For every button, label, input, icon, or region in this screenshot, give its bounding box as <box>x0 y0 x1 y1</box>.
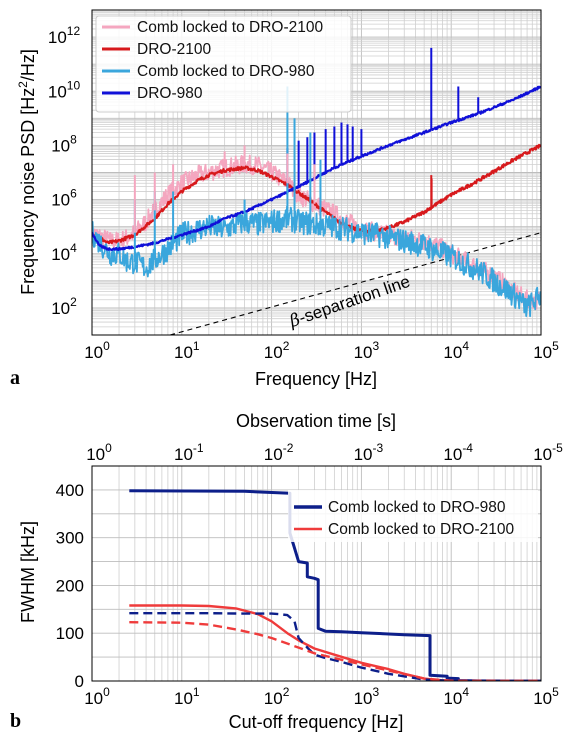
x-axis-label-a: Frequency [Hz] <box>255 369 377 389</box>
top-x-tick-label-b: 10-3 <box>354 441 384 464</box>
x-tick-label-a: 103 <box>354 339 380 362</box>
series-line-b-3 <box>129 621 541 681</box>
y-tick-labels-a: 102 104 106 108 1010 1012 <box>48 24 81 318</box>
y-tick-label-b: 100 <box>56 624 84 643</box>
top-x-tick-label-b: 10-2 <box>264 441 294 464</box>
y-tick-labels-b: 0 100 200 300 400 <box>56 481 84 691</box>
y-tick-label-a: 108 <box>51 132 77 155</box>
x-tick-label-a: 102 <box>264 339 290 362</box>
plot-frame-b <box>91 465 542 682</box>
chart-a: 100 101 102 103 104 105 10210410610810101012 … <box>10 9 559 389</box>
y-axis-label-a-sup: 2 <box>16 81 30 88</box>
series-line-b-0 <box>129 489 541 681</box>
y-tick-label-b: 300 <box>56 529 84 548</box>
y-axis-label-b: FWHM [kHz] <box>18 521 38 623</box>
series-line-comb-locked-to-dro-980 <box>92 205 541 318</box>
y-axis-label-a-main: Frequency noise PSD [Hz <box>18 88 38 295</box>
top-x-tick-label-b: 10-5 <box>533 441 563 464</box>
legend-b-label: Comb locked to DRO-980 <box>328 499 506 516</box>
panel-label-a: a <box>10 367 20 389</box>
y-tick-label-a: 1012 <box>48 24 81 47</box>
y-axis-label-a-end: /Hz] <box>18 49 38 81</box>
x-tick-label-a: 100 <box>84 339 110 362</box>
x-tick-labels-a: 100 101 102 103 104 105 <box>84 339 559 362</box>
x-tick-label-a: 104 <box>443 339 469 362</box>
top-x-tick-label-b: 10-1 <box>174 441 204 464</box>
series-line-b-1 <box>129 604 541 681</box>
x-tick-labels-b: 100 101 102 103 104 105 <box>84 685 559 708</box>
series-line-dro-980 <box>92 85 541 252</box>
y-tick-label-b: 200 <box>56 576 84 595</box>
legend-b: Comb locked to DRO-980 Comb locked to DRO… <box>288 490 538 542</box>
x-tick-label-b: 101 <box>174 685 200 708</box>
legend-a-label: Comb locked to DRO-980 <box>137 63 315 80</box>
top-x-tick-label-b: 10-4 <box>443 441 473 464</box>
x-tick-label-a: 101 <box>174 339 200 362</box>
x-tick-label-b: 100 <box>84 685 110 708</box>
x-tick-label-b: 103 <box>354 685 380 708</box>
x-tick-label-b: 102 <box>264 685 290 708</box>
legend-a-label: DRO-980 <box>137 85 203 102</box>
series-lines-b <box>129 489 541 681</box>
series-lines-a <box>92 47 541 318</box>
x-tick-label-b: 105 <box>533 685 559 708</box>
x-tick-label-a: 105 <box>533 339 559 362</box>
legend-a: Comb locked to DRO-2100 DRO-2100 Comb lock… <box>95 15 352 113</box>
top-x-axis-label-b: Observation time [s] <box>236 411 396 431</box>
top-x-tick-label-b: 100 <box>86 441 112 464</box>
legend-a-label: DRO-2100 <box>137 41 211 58</box>
y-tick-label-a: 106 <box>51 187 77 210</box>
legend-a-box <box>95 15 352 113</box>
plot-frame-a <box>91 9 542 336</box>
series-line-b-2 <box>129 612 541 681</box>
y-tick-label-a: 104 <box>51 241 77 264</box>
legend-b-box <box>288 490 538 542</box>
y-tick-label-a: 102 <box>51 295 77 318</box>
top-x-tick-labels-b: 100 10-1 10-2 10-3 10-4 10-5 <box>86 441 563 464</box>
y-tick-label-a: 1010 <box>48 78 81 101</box>
x-tick-label-b: 104 <box>443 685 469 708</box>
series-line-dro-2100 <box>92 143 541 245</box>
y-tick-label-b: 0 <box>75 672 84 691</box>
chart-b: 100 101 102 103 104 105 100 10-1 10-2 10-3 10-4 10… <box>10 411 563 732</box>
x-axis-label-b: Cut-off frequency [Hz] <box>229 712 404 732</box>
legend-a-label: Comb locked to DRO-2100 <box>137 19 323 36</box>
panel-label-b: b <box>10 710 21 732</box>
legend-b-label: Comb locked to DRO-2100 <box>328 521 514 538</box>
y-tick-label-b: 400 <box>56 481 84 500</box>
y-axis-label-a: Frequency noise PSD [Hz2/Hz] <box>16 49 38 295</box>
